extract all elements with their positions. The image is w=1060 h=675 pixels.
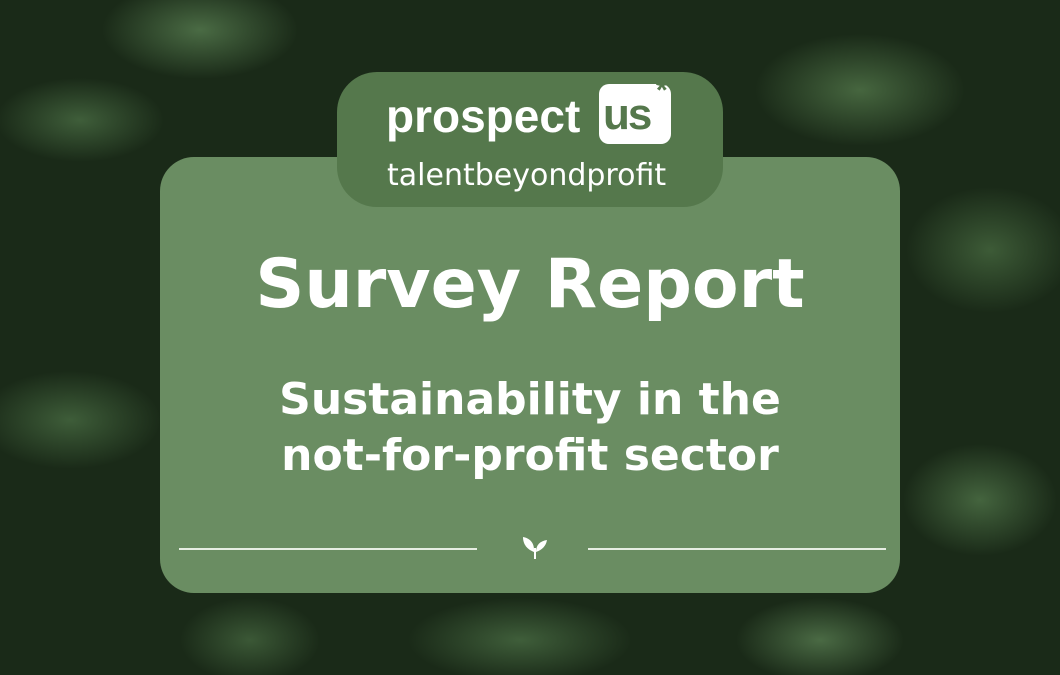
logo-us: us: [603, 90, 652, 139]
logo-box: [599, 84, 671, 144]
sprout-icon: [523, 537, 547, 559]
logo-wordmark: prospect: [386, 90, 581, 142]
logo-tagline: talentbeyondprofit: [387, 158, 667, 193]
logo-asterisk: *: [656, 74, 668, 107]
title-card: [160, 157, 900, 593]
subtitle-line: Sustainability in the: [279, 374, 781, 425]
subtitle: Sustainability in the not-for-profit sec…: [160, 372, 900, 484]
divider-left: [179, 548, 477, 550]
subtitle-line: not-for-profit sector: [281, 430, 779, 481]
page-title: Survey Report: [255, 245, 805, 324]
divider-right: [588, 548, 886, 550]
